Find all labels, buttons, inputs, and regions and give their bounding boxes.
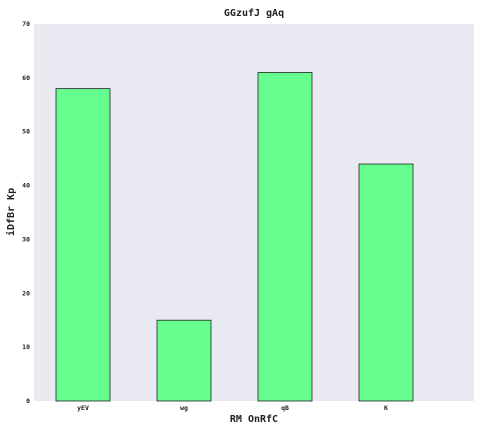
x-axis-label: RM OnRfC xyxy=(230,414,278,425)
x-tick-label: qB xyxy=(281,404,289,412)
y-tick-label: 0 xyxy=(26,397,30,405)
x-tick-label: K xyxy=(384,404,388,412)
y-axis-label: iDfBr Kp xyxy=(5,188,17,236)
x-tick-labels: yEV wg qB K xyxy=(77,404,388,412)
y-tick-label: 20 xyxy=(22,289,30,297)
bars-group xyxy=(55,72,414,402)
y-tick-label: 70 xyxy=(22,20,30,28)
bar-K xyxy=(358,163,414,402)
y-tick-label: 60 xyxy=(22,74,30,82)
chart-title: GGzufJ gAq xyxy=(224,8,284,19)
y-tick-label: 50 xyxy=(22,128,30,136)
bar-qB xyxy=(257,72,313,402)
y-tick-label: 40 xyxy=(22,182,30,190)
x-tick-label: wg xyxy=(180,404,188,412)
x-tick-label: yEV xyxy=(77,404,89,412)
y-tick-label: 30 xyxy=(22,235,30,243)
bar-wg xyxy=(156,319,212,402)
y-tick-label: 10 xyxy=(22,343,30,351)
y-tick-labels: 0 10 20 30 40 50 60 70 xyxy=(22,20,30,405)
bar-yEV xyxy=(55,88,111,402)
